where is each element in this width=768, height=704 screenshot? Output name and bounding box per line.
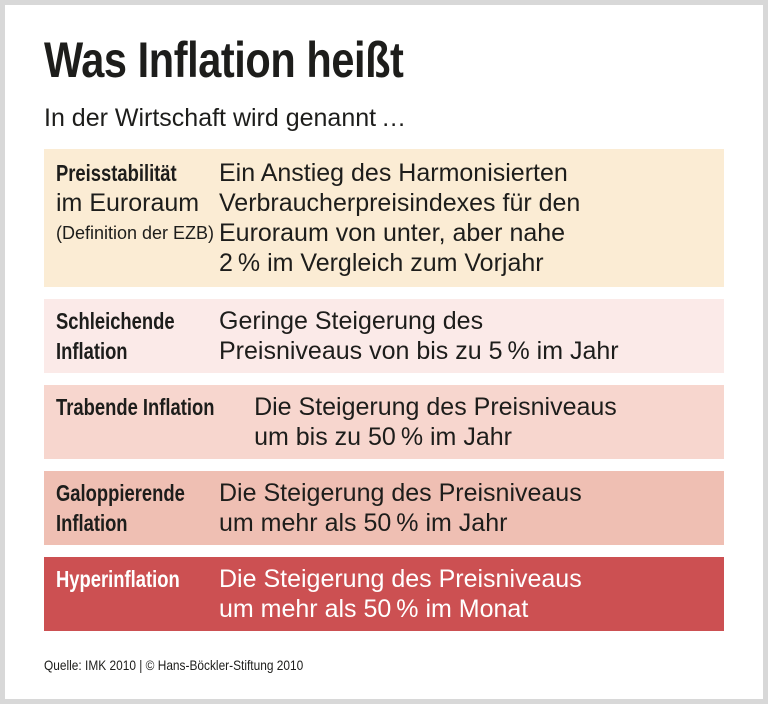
- term-name: Trabende Inflation: [56, 394, 215, 420]
- table-row-preisstabilitaet: Preisstabilität im Euroraum (Definition …: [44, 149, 724, 287]
- source-line: Quelle: IMK 2010 | © Hans-Böckler-Stiftu…: [44, 657, 304, 673]
- term-name: Schleichende Inflation: [56, 308, 175, 364]
- term-name: Hyperinflation: [56, 566, 180, 592]
- definition-cell: Die Steigerung des Preisniveaus um mehr …: [219, 479, 582, 537]
- table-row-galoppierende-inflation: Galoppierende Inflation Die Steigerung d…: [44, 471, 724, 545]
- definition-cell: Die Steigerung des Preisniveaus um mehr …: [219, 565, 582, 623]
- definition-cell: Geringe Steigerung des Preisniveaus von …: [219, 307, 619, 365]
- definition-cell: Die Steigerung des Preisniveaus um bis z…: [254, 393, 617, 451]
- term-cell: Trabende Inflation: [56, 392, 254, 452]
- table-row-hyperinflation: Hyperinflation Die Steigerung des Preisn…: [44, 557, 724, 631]
- page-title: Was Inflation heißt: [44, 32, 404, 88]
- page-subtitle: In der Wirtschaft wird genannt …: [44, 104, 407, 132]
- term-cell: Hyperinflation: [56, 564, 219, 624]
- term-name: Galoppierende Inflation: [56, 480, 185, 536]
- term-cell: Preisstabilität im Euroraum (Definition …: [56, 158, 219, 278]
- term-cell: Galoppierende Inflation: [56, 478, 219, 538]
- inflation-definition-table: Preisstabilität im Euroraum (Definition …: [44, 149, 724, 631]
- term-note: (Definition der EZB): [56, 223, 215, 243]
- term-cell: Schleichende Inflation: [56, 306, 219, 366]
- term-subline: im Euroraum: [56, 189, 200, 217]
- table-row-schleichende-inflation: Schleichende Inflation Geringe Steigerun…: [44, 299, 724, 373]
- definition-cell: Ein Anstieg des Harmonisierten Verbrauch…: [219, 159, 581, 277]
- table-row-trabende-inflation: Trabende Inflation Die Steigerung des Pr…: [44, 385, 724, 459]
- term-name: Preisstabilität: [56, 160, 177, 186]
